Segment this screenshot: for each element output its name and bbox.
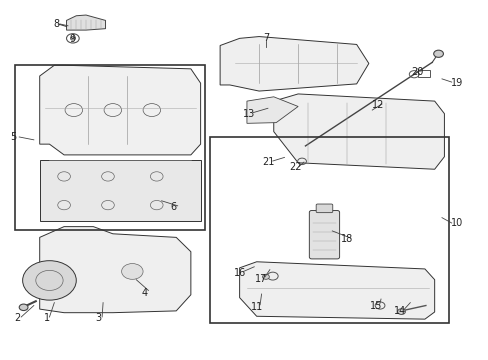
Polygon shape xyxy=(273,94,444,169)
Text: 17: 17 xyxy=(255,274,267,284)
Polygon shape xyxy=(66,15,105,30)
Text: 2: 2 xyxy=(15,313,21,323)
Bar xyxy=(15,65,205,230)
Text: 21: 21 xyxy=(262,157,275,167)
Text: 16: 16 xyxy=(233,268,245,278)
Text: 7: 7 xyxy=(263,33,269,43)
Text: 13: 13 xyxy=(243,109,255,119)
Text: 22: 22 xyxy=(289,162,301,172)
Polygon shape xyxy=(246,97,298,123)
Polygon shape xyxy=(40,65,200,155)
Text: 20: 20 xyxy=(410,67,423,77)
Polygon shape xyxy=(40,160,200,221)
Text: 5: 5 xyxy=(10,132,16,142)
FancyBboxPatch shape xyxy=(309,211,339,259)
FancyBboxPatch shape xyxy=(316,204,332,213)
Text: 4: 4 xyxy=(141,288,147,298)
Bar xyxy=(210,137,448,323)
Polygon shape xyxy=(220,37,368,91)
Text: 9: 9 xyxy=(70,34,76,44)
Circle shape xyxy=(397,309,405,315)
Text: 8: 8 xyxy=(54,19,60,29)
Text: 10: 10 xyxy=(449,218,462,228)
Text: 12: 12 xyxy=(372,100,384,110)
Text: 15: 15 xyxy=(369,301,382,311)
Bar xyxy=(417,70,429,77)
Circle shape xyxy=(22,261,76,300)
Circle shape xyxy=(433,50,443,57)
Circle shape xyxy=(122,264,143,279)
Polygon shape xyxy=(40,226,190,313)
Text: 11: 11 xyxy=(250,302,262,312)
Circle shape xyxy=(19,304,28,311)
Text: 14: 14 xyxy=(394,306,406,316)
Circle shape xyxy=(262,274,269,279)
Text: 6: 6 xyxy=(170,202,177,212)
Text: 1: 1 xyxy=(44,313,50,323)
Circle shape xyxy=(70,37,75,40)
Text: 19: 19 xyxy=(449,78,462,88)
Text: 3: 3 xyxy=(95,313,101,323)
Text: 18: 18 xyxy=(340,234,352,244)
Polygon shape xyxy=(239,262,434,319)
